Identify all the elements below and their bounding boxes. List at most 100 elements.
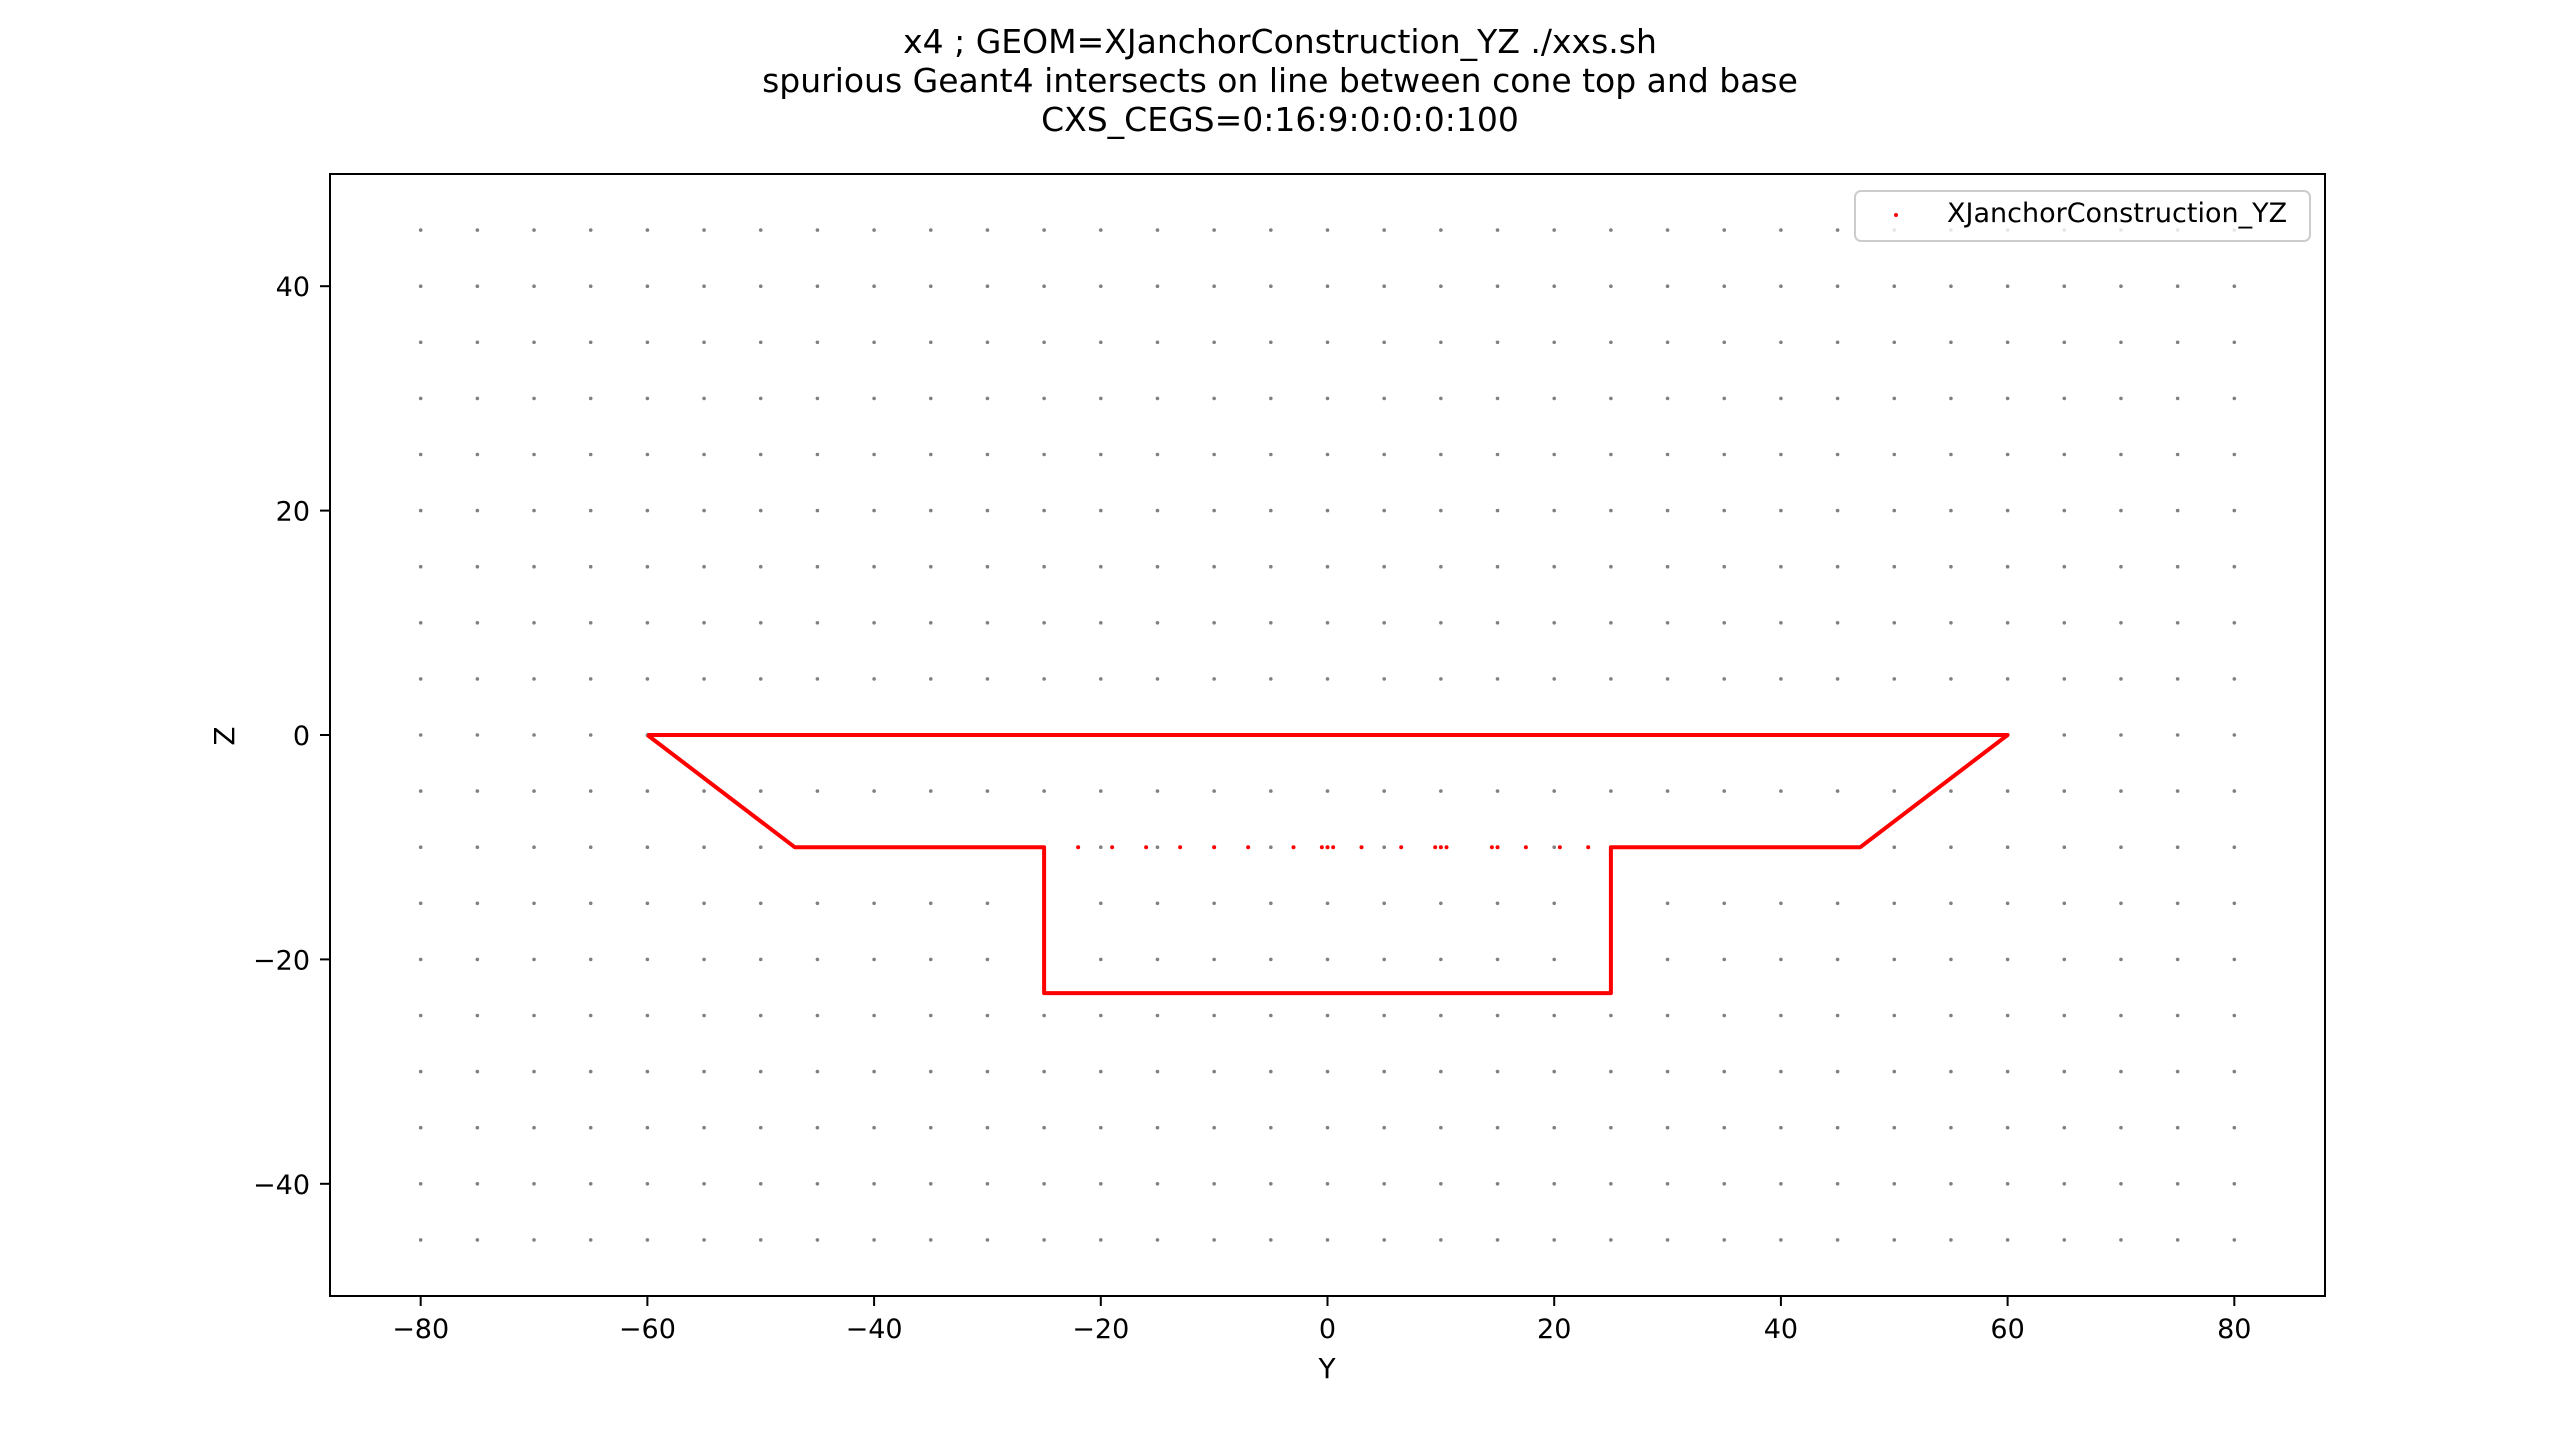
genstep-point bbox=[1835, 1125, 1840, 1130]
legend: XJanchorConstruction_YZ bbox=[1854, 190, 2311, 242]
genstep-point bbox=[1098, 284, 1103, 289]
genstep-point bbox=[1212, 396, 1216, 401]
genstep-point bbox=[1835, 452, 1840, 457]
genstep-point bbox=[1835, 957, 1840, 962]
genstep-point bbox=[588, 1238, 593, 1242]
spurious-intersect-point bbox=[1325, 845, 1330, 850]
genstep-point bbox=[2005, 396, 2010, 401]
x-tick-label: 0 bbox=[1319, 1314, 1336, 1345]
genstep-point bbox=[2175, 957, 2180, 962]
genstep-point bbox=[2005, 1069, 2010, 1074]
genstep-point bbox=[1269, 621, 1273, 625]
genstep-point bbox=[928, 901, 933, 906]
genstep-point bbox=[758, 228, 763, 232]
genstep-point bbox=[1325, 228, 1330, 232]
genstep-point bbox=[1382, 1182, 1386, 1186]
genstep-point bbox=[1155, 508, 1160, 513]
genstep-point bbox=[985, 228, 990, 232]
genstep-point bbox=[1269, 677, 1273, 681]
genstep-point bbox=[1495, 677, 1500, 681]
genstep-point bbox=[985, 396, 990, 401]
genstep-point bbox=[475, 677, 480, 681]
genstep-point bbox=[1212, 1013, 1216, 1018]
genstep-point bbox=[1382, 957, 1386, 962]
spurious-intersect-point bbox=[1586, 845, 1591, 850]
genstep-point bbox=[1098, 1013, 1103, 1018]
genstep-point bbox=[1609, 1069, 1613, 1074]
genstep-point bbox=[2062, 1238, 2067, 1242]
genstep-point bbox=[758, 452, 763, 457]
genstep-point bbox=[2232, 1013, 2237, 1018]
genstep-point bbox=[1269, 1013, 1273, 1018]
genstep-point bbox=[2005, 508, 2010, 513]
spurious-intersect-point bbox=[1110, 845, 1115, 850]
genstep-point bbox=[2062, 957, 2067, 962]
chart-title: x4 ; GEOM=XJanchorConstruction_YZ ./xxs.… bbox=[0, 22, 2560, 139]
genstep-point bbox=[475, 564, 480, 569]
genstep-point bbox=[532, 564, 536, 569]
genstep-point bbox=[475, 789, 480, 793]
genstep-point bbox=[645, 452, 650, 457]
genstep-point bbox=[1098, 1125, 1103, 1130]
genstep-point bbox=[2175, 1013, 2180, 1018]
genstep-point bbox=[1892, 340, 1897, 345]
genstep-point bbox=[1439, 396, 1443, 401]
genstep-point bbox=[1665, 452, 1670, 457]
genstep-point bbox=[872, 789, 876, 793]
genstep-point bbox=[1665, 508, 1670, 513]
spurious-intersect-point bbox=[1178, 845, 1183, 850]
genstep-point bbox=[1325, 789, 1330, 793]
genstep-point bbox=[1609, 396, 1613, 401]
genstep-point bbox=[1042, 1238, 1046, 1242]
genstep-point bbox=[2005, 677, 2010, 681]
genstep-point bbox=[588, 621, 593, 625]
genstep-point bbox=[418, 1238, 423, 1242]
genstep-point bbox=[1665, 677, 1670, 681]
genstep-point bbox=[2005, 845, 2010, 849]
genstep-point bbox=[758, 845, 763, 849]
genstep-point bbox=[588, 1125, 593, 1130]
genstep-point bbox=[928, 621, 933, 625]
genstep-point bbox=[1892, 901, 1897, 906]
genstep-point bbox=[1609, 677, 1613, 681]
genstep-point bbox=[1098, 845, 1103, 849]
genstep-point bbox=[1949, 1013, 1953, 1018]
genstep-point bbox=[2232, 284, 2237, 289]
genstep-point bbox=[1439, 564, 1443, 569]
x-tick-label: −20 bbox=[1072, 1314, 1129, 1345]
genstep-point bbox=[645, 1125, 650, 1130]
genstep-point bbox=[588, 789, 593, 793]
spurious-intersect-point bbox=[1433, 845, 1438, 850]
genstep-point bbox=[645, 508, 650, 513]
genstep-point bbox=[758, 508, 763, 513]
spurious-intersect-point bbox=[1331, 845, 1336, 850]
genstep-point bbox=[418, 564, 423, 569]
genstep-point bbox=[1892, 845, 1897, 849]
genstep-point bbox=[1949, 284, 1953, 289]
genstep-point bbox=[815, 508, 820, 513]
genstep-point bbox=[2119, 733, 2123, 737]
genstep-point bbox=[2232, 621, 2237, 625]
genstep-point bbox=[1949, 1125, 1953, 1130]
genstep-point bbox=[532, 1238, 536, 1242]
genstep-point bbox=[1098, 452, 1103, 457]
genstep-point bbox=[928, 789, 933, 793]
genstep-point bbox=[1439, 677, 1443, 681]
genstep-point bbox=[418, 1069, 423, 1074]
genstep-point bbox=[1269, 845, 1273, 849]
genstep-point bbox=[2005, 1238, 2010, 1242]
genstep-point bbox=[702, 452, 706, 457]
genstep-point bbox=[1949, 1182, 1953, 1186]
genstep-point bbox=[2005, 340, 2010, 345]
genstep-point bbox=[645, 228, 650, 232]
genstep-point bbox=[475, 1069, 480, 1074]
genstep-point bbox=[1665, 1238, 1670, 1242]
genstep-point bbox=[872, 340, 876, 345]
genstep-point bbox=[1325, 284, 1330, 289]
genstep-point bbox=[1439, 789, 1443, 793]
genstep-point bbox=[418, 452, 423, 457]
genstep-point bbox=[758, 564, 763, 569]
x-axis-label: Y bbox=[1317, 1352, 1336, 1385]
genstep-point bbox=[928, 284, 933, 289]
genstep-point bbox=[1212, 1069, 1216, 1074]
